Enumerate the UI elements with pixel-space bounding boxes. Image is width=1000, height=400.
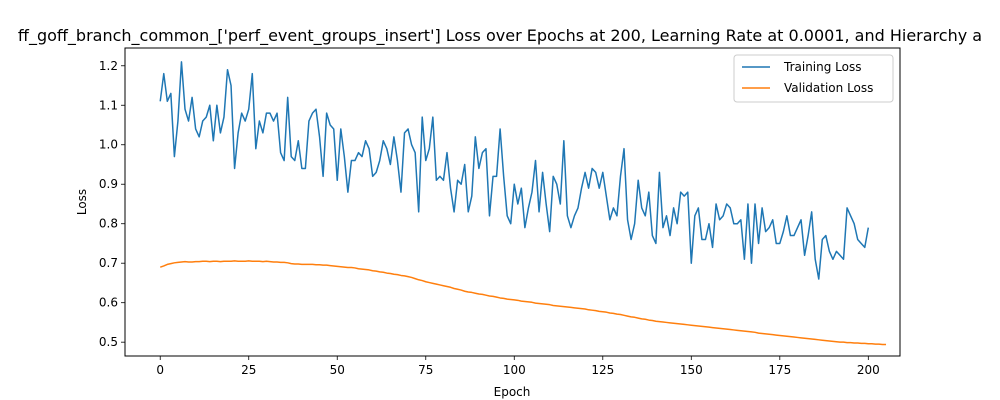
chart-title: ff_goff_branch_common_['perf_event_group… <box>18 26 982 46</box>
x-axis: 0 25 50 75 100 125 150 175 200 <box>156 356 880 377</box>
y-tick-label: 0.6 <box>99 296 118 310</box>
legend-label: Validation Loss <box>784 81 873 95</box>
y-tick-label: 0.5 <box>99 335 118 349</box>
legend: Training Loss Validation Loss <box>733 54 894 103</box>
x-tick-label: 25 <box>241 363 256 377</box>
x-tick-label: 125 <box>591 363 614 377</box>
x-tick-label: 100 <box>503 363 526 377</box>
legend-label: Training Loss <box>783 60 861 74</box>
y-tick-label: 0.8 <box>99 217 118 231</box>
y-axis: 0.5 0.6 0.7 0.8 0.9 1.0 1.1 1.2 <box>99 59 125 349</box>
plot-area <box>159 61 887 346</box>
y-tick-label: 0.9 <box>99 177 118 191</box>
x-tick-label: 175 <box>768 363 791 377</box>
x-tick-label: 75 <box>418 363 433 377</box>
y-tick-label: 1.1 <box>99 98 118 112</box>
axes-frame <box>124 47 901 357</box>
y-tick-label: 1.2 <box>99 59 118 73</box>
series-line-validation-loss <box>159 260 887 346</box>
legend-box <box>733 54 894 103</box>
x-tick-label: 50 <box>330 363 345 377</box>
y-tick-label: 1.0 <box>99 138 118 152</box>
x-tick-label: 200 <box>857 363 880 377</box>
x-tick-label: 0 <box>156 363 164 377</box>
y-tick-label: 0.7 <box>99 256 118 270</box>
series-line-training-loss <box>159 61 870 280</box>
x-axis-label: Epoch <box>494 385 531 399</box>
y-axis-label: Loss <box>75 189 89 215</box>
x-tick-label: 150 <box>680 363 703 377</box>
